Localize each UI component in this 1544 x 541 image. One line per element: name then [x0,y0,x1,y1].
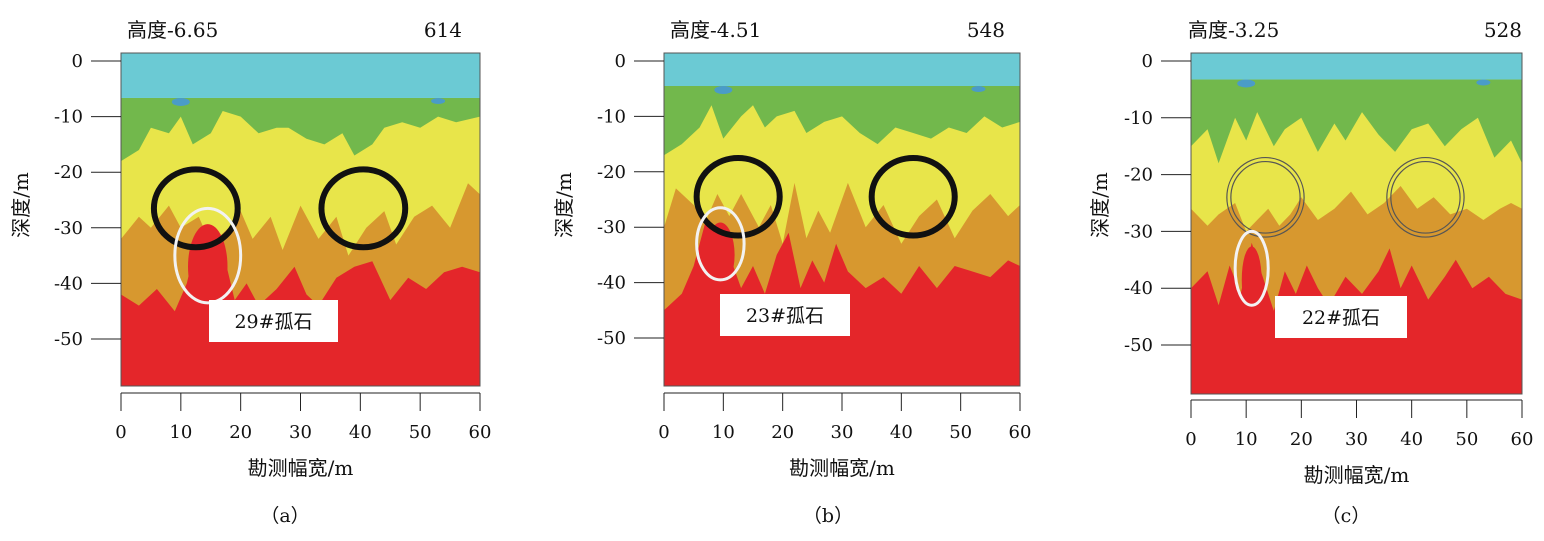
x-tick-label: 40 [349,422,372,443]
surface-layer [1191,53,1522,80]
blue-patch [1476,79,1491,86]
chart-title-right: 528 [1484,18,1522,42]
x-tick-label: 60 [469,422,492,443]
y-tick-label: -10 [597,106,626,127]
blue-patch [171,97,190,106]
y-tick-label: -20 [597,162,626,183]
boulder-core [706,222,735,288]
y-tick-label: -20 [1124,165,1153,186]
chart-title: 高度-6.65 [127,18,218,42]
blue-patch [1237,79,1256,88]
chart-title: 高度-4.51 [670,18,761,42]
chart-title-right: 614 [424,18,462,42]
y-tick-label: 0 [1142,51,1153,72]
boulder-label-box [209,300,338,342]
x-tick-label: 20 [771,422,794,443]
boulder-label: 29#孤石 [234,311,312,333]
x-tick-label: 60 [1511,429,1534,450]
panel-label: （b） [803,505,853,527]
x-tick-label: 40 [1400,429,1423,450]
x-tick-label: 20 [229,422,252,443]
boulder-circle [695,206,746,282]
chart-panel-3: 22#孤石 0 10 20 30 40 50 60 勘测幅宽/m 0 -10 -20 -30 -40 -50… [1088,18,1533,527]
x-axis-label: 勘测幅宽/m [789,456,895,480]
boulder-label-box [720,294,850,336]
marked-zone-circle [150,166,241,251]
blue-patch [431,97,446,104]
y-tick-label: 0 [72,51,83,72]
chart-title: 高度-3.25 [1188,18,1279,42]
x-axis-label: 勘测幅宽/m [248,456,354,480]
surface-layer [664,53,1020,86]
chart-panel-1: 29#孤石 0 10 20 30 40 50 60 勘测幅宽/m 0 -10 -20 -30 -40 -50… [9,18,491,527]
y-axis-label: 深度/m [552,172,576,238]
x-tick-label: 30 [831,422,854,443]
boulder-label: 23#孤石 [746,305,824,327]
y-tick-label: -10 [54,107,83,128]
y-tick-label: -50 [54,329,83,350]
y-tick-label: -40 [1124,278,1153,299]
y-tick-label: 0 [615,51,626,72]
blue-patch [714,85,733,94]
marked-zone-inner-circle [1230,160,1301,234]
surface-layer [121,53,480,98]
y-tick-label: -10 [1124,108,1153,129]
y-axis-label: 深度/m [9,172,33,238]
plot-frame [663,52,1021,387]
x-tick-label: 60 [1009,422,1032,443]
boulder-circle [173,206,243,305]
blue-patch [971,85,986,92]
boulder-label: 22#孤石 [1302,307,1380,329]
x-tick-label: 30 [289,422,312,443]
x-tick-label: 10 [1235,429,1258,450]
boulder-circle [1233,229,1270,307]
y-axis-label: 深度/m [1088,172,1112,238]
boulder-label-box [1275,296,1407,338]
marked-zone-circle [1226,156,1305,238]
chart-panel-2: 23#孤石 0 10 20 30 40 50 60 勘测幅宽/m 0 -10 -20 -30 -40 -50… [552,18,1031,527]
x-tick-label: 50 [409,422,432,443]
panel-label: （a） [260,505,309,527]
plot-frame [1190,52,1523,395]
boulder-core [1241,246,1262,313]
marked-zone-circle [868,154,958,239]
x-tick-label: 40 [890,422,913,443]
plot-frame [120,52,481,387]
marked-zone-inner-circle [1390,160,1461,234]
x-tick-label: 10 [169,422,192,443]
x-axis-label: 勘测幅宽/m [1304,463,1410,487]
y-tick-label: -20 [54,162,83,183]
x-tick-label: 20 [1290,429,1313,450]
y-tick-label: -30 [1124,221,1153,242]
y-tick-label: -30 [54,218,83,239]
x-tick-label: 30 [1345,429,1368,450]
y-tick-label: -50 [1124,335,1153,356]
y-tick-label: -30 [597,217,626,238]
x-tick-label: 50 [1455,429,1478,450]
x-tick-label: 50 [949,422,972,443]
y-tick-label: -40 [54,273,83,294]
x-tick-label: 0 [1185,429,1196,450]
panel-label: （c） [1322,505,1371,527]
marked-zone-circle [318,166,409,251]
x-tick-label: 0 [658,422,669,443]
y-tick-label: -40 [597,273,626,294]
chart-title-right: 548 [967,18,1005,42]
marked-zone-circle [1386,156,1465,238]
marked-zone-circle [693,154,783,239]
x-tick-label: 0 [115,422,126,443]
y-tick-label: -50 [597,328,626,349]
x-tick-label: 10 [712,422,735,443]
